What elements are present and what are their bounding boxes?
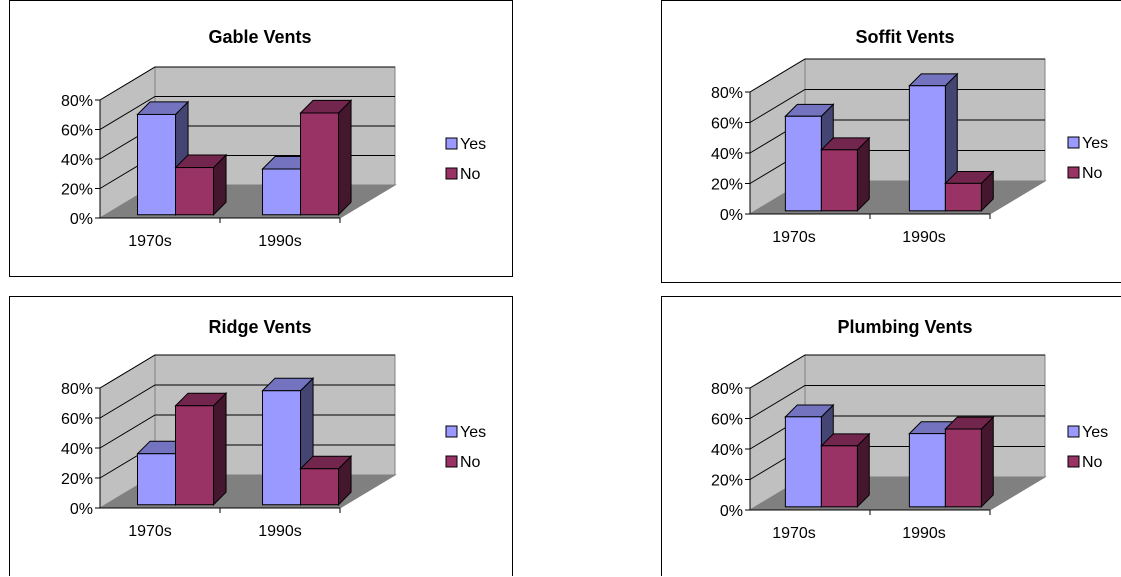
y-tick-label: 0% bbox=[720, 207, 743, 224]
legend-label-no: No bbox=[460, 166, 481, 183]
bar-no-1990s-side bbox=[338, 99, 352, 216]
bar-no-1990s-side bbox=[980, 415, 994, 509]
y-tick-label: 60% bbox=[711, 412, 743, 429]
bar-yes-1970s bbox=[784, 416, 822, 508]
chart-panel-ridge-vents: Ridge Vents 0% 20% 40% 60% 80% 1970s 1990s Yes No bbox=[9, 296, 513, 576]
legend-label-no: No bbox=[1082, 454, 1103, 471]
legend-swatch-no bbox=[445, 455, 458, 468]
legend-swatch-no bbox=[445, 167, 458, 180]
bar-yes-1990s bbox=[908, 433, 946, 508]
chart-title: Plumbing Vents bbox=[837, 317, 972, 337]
x-tick-label: 1990s bbox=[258, 233, 302, 250]
legend-swatch-yes bbox=[1067, 136, 1080, 149]
y-tick-label: 40% bbox=[711, 146, 743, 163]
bar-no-1970s bbox=[175, 405, 215, 506]
x-tick-label: 1990s bbox=[902, 229, 946, 246]
x-tick-label: 1990s bbox=[258, 523, 302, 540]
legend-swatch-yes bbox=[445, 137, 458, 150]
legend-swatch-yes bbox=[445, 425, 458, 438]
gridline bbox=[99, 384, 395, 419]
y-tick-label: 20% bbox=[61, 182, 93, 199]
y-tick-label: 80% bbox=[711, 85, 743, 102]
y-tick-label: 80% bbox=[61, 93, 93, 110]
legend-label-no: No bbox=[460, 454, 481, 471]
y-tick-label: 20% bbox=[61, 471, 93, 488]
gridline bbox=[749, 354, 1045, 389]
gridline bbox=[99, 354, 395, 389]
bar-no-1970s-side bbox=[856, 432, 870, 509]
gridline bbox=[99, 414, 395, 449]
legend-label-yes: Yes bbox=[1082, 424, 1108, 441]
y-tick-label: 80% bbox=[711, 381, 743, 398]
y-tick-label: 20% bbox=[711, 473, 743, 490]
x-tick-label: 1970s bbox=[128, 233, 172, 250]
y-tick-label: 0% bbox=[70, 501, 93, 518]
y-tick-label: 40% bbox=[61, 441, 93, 458]
y-tick-label: 60% bbox=[61, 123, 93, 140]
y-tick-label: 0% bbox=[720, 503, 743, 520]
bar-no-1970s bbox=[820, 149, 858, 212]
bar-yes-1990s bbox=[908, 85, 946, 212]
bar-no-1970s bbox=[175, 167, 215, 216]
y-tick-label: 60% bbox=[61, 411, 93, 428]
chart-title: Gable Vents bbox=[208, 27, 311, 47]
bar-no-1990s bbox=[944, 428, 982, 508]
bar-no-1970s-side bbox=[213, 391, 227, 506]
bar-no-1970s bbox=[820, 445, 858, 508]
legend-label-yes: Yes bbox=[1082, 135, 1108, 152]
bar-yes-1990s bbox=[262, 390, 302, 506]
bar-yes-1970s bbox=[137, 113, 177, 216]
gridline bbox=[99, 96, 395, 130]
legend-label-yes: Yes bbox=[460, 136, 486, 153]
bar-no-1990s bbox=[300, 468, 340, 506]
x-tick-label: 1970s bbox=[128, 523, 172, 540]
legend-label-yes: Yes bbox=[460, 424, 486, 441]
bar-yes-1990s bbox=[262, 168, 302, 216]
chart-title: Ridge Vents bbox=[208, 317, 311, 337]
legend-swatch-no bbox=[1067, 166, 1080, 179]
bar-no-1970s-side bbox=[856, 136, 870, 213]
gridline bbox=[749, 58, 1045, 93]
gridline bbox=[749, 89, 1045, 123]
bar-yes-1970s bbox=[137, 453, 177, 506]
legend-swatch-yes bbox=[1067, 425, 1080, 438]
x-tick-label: 1970s bbox=[772, 525, 816, 542]
legend-swatch-no bbox=[1067, 455, 1080, 468]
x-tick-label: 1970s bbox=[772, 229, 816, 246]
bar-no-1990s bbox=[300, 112, 340, 216]
chart-panel-plumbing-vents: Plumbing Vents 0% 20% 40% 60% 80% 1970s 1990s Ye… bbox=[661, 296, 1121, 576]
y-tick-label: 40% bbox=[61, 152, 93, 169]
chart-title: Soffit Vents bbox=[855, 27, 954, 47]
y-tick-label: 80% bbox=[61, 381, 93, 398]
chart-panel-soffit-vents: Soffit Vents 0% 20% 40% 60% 80% 1970s 1990s Yes N… bbox=[661, 0, 1121, 283]
gridline bbox=[99, 66, 395, 101]
chart-panel-gable-vents: Gable Vents 0% 20% 40% 60% 80% 1970s 1990s Yes No bbox=[9, 0, 513, 277]
chart-soffit-vents: Soffit Vents 0% 20% 40% 60% 80% 1970s 1990s Yes N… bbox=[711, 27, 1108, 246]
bar-yes-1970s bbox=[784, 115, 822, 212]
gridline bbox=[749, 385, 1045, 419]
chart-gable-vents: Gable Vents 0% 20% 40% 60% 80% 1970s 1990s Yes No bbox=[61, 27, 486, 250]
bar-no-1990s bbox=[944, 182, 982, 212]
y-tick-label: 60% bbox=[711, 116, 743, 133]
chart-plumbing-vents: Plumbing Vents 0% 20% 40% 60% 80% 1970s 1990s Ye… bbox=[711, 317, 1108, 542]
legend-label-no: No bbox=[1082, 165, 1103, 182]
y-tick-label: 40% bbox=[711, 442, 743, 459]
chart-ridge-vents: Ridge Vents 0% 20% 40% 60% 80% 1970s 1990s Yes No bbox=[61, 317, 486, 540]
y-tick-label: 0% bbox=[70, 211, 93, 228]
y-tick-label: 20% bbox=[711, 177, 743, 194]
x-tick-label: 1990s bbox=[902, 525, 946, 542]
